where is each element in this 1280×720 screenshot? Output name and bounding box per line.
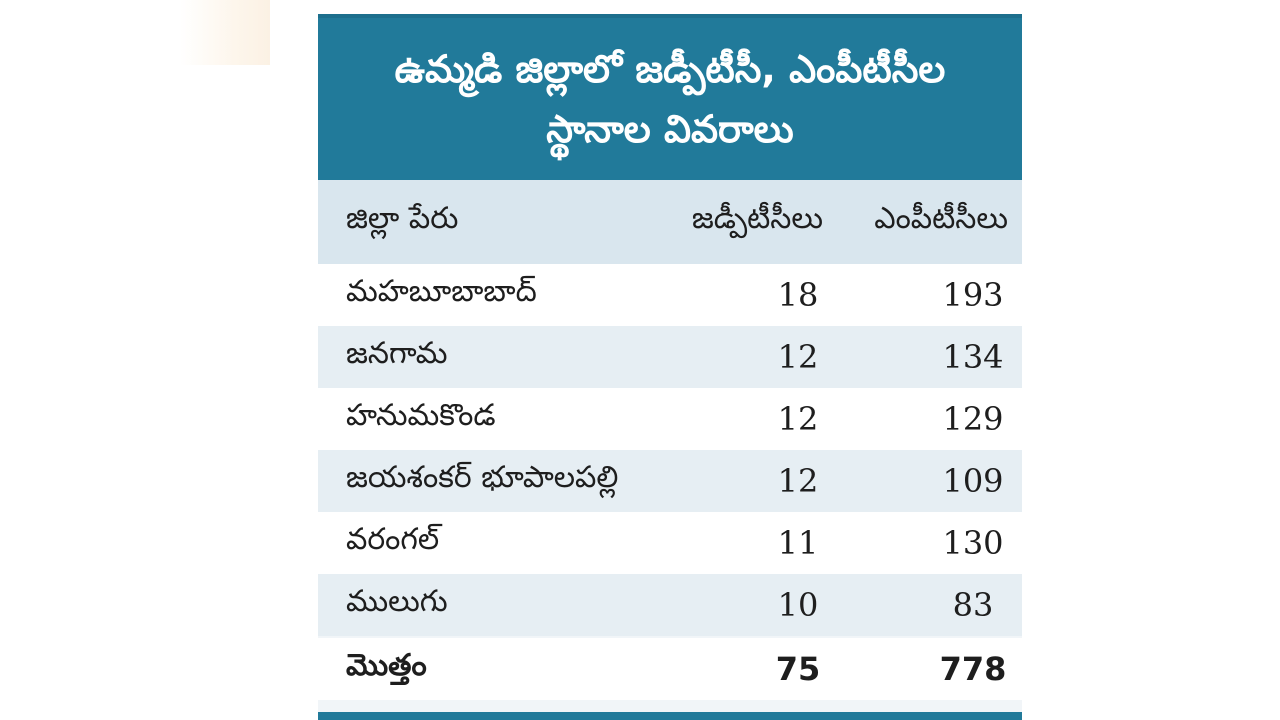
zptc-count: 12 xyxy=(777,400,819,438)
header-district: జిల్లా పేరు xyxy=(346,201,459,236)
zptc-count: 12 xyxy=(777,462,819,500)
table-title-line-1: ఉమ్మడి జిల్లాలో జడ్పీటీసీ, ఎంపీటీసీల xyxy=(394,47,946,91)
district-name: హనుమకొండ xyxy=(346,398,496,433)
total-mptc: 778 xyxy=(939,650,1007,688)
table-total-row: మొత్తం 75 778 xyxy=(318,638,1022,700)
zptc-count: 18 xyxy=(777,276,819,314)
mptc-count: 129 xyxy=(942,400,1004,438)
table-row: మహబూబాబాద్ 18 193 xyxy=(318,264,1022,326)
table-row: హనుమకొండ 12 129 xyxy=(318,388,1022,450)
mptc-count: 109 xyxy=(942,462,1004,500)
background-shade xyxy=(180,0,270,65)
district-name: జయశంకర్ భూపాలపల్లి xyxy=(346,460,619,495)
header-mptc: ఎంపీటీసీలు xyxy=(874,201,1008,236)
header-zptc: జడ్పీటీసీలు xyxy=(691,201,823,236)
zptc-count: 10 xyxy=(777,586,819,624)
district-name: మహబూబాబాద్ xyxy=(346,274,537,309)
total-label: మొత్తం xyxy=(346,648,427,683)
mptc-count: 193 xyxy=(942,276,1004,314)
total-zptc: 75 xyxy=(775,650,821,688)
table-bottom-border xyxy=(318,712,1022,720)
table-row: జయశంకర్ భూపాలపల్లి 12 109 xyxy=(318,450,1022,512)
table-row: జనగామ 12 134 xyxy=(318,326,1022,388)
mptc-count: 130 xyxy=(942,524,1004,562)
zptc-count: 11 xyxy=(777,524,819,562)
mptc-count: 83 xyxy=(952,586,994,624)
table-row: ములుగు 10 83 xyxy=(318,574,1022,636)
table-row: వరంగల్ 11 130 xyxy=(318,512,1022,574)
district-name: ములుగు xyxy=(346,584,448,619)
district-name: జనగామ xyxy=(346,336,448,371)
table-title-line-2: స్థానాల వివరాలు xyxy=(546,107,794,151)
table-title: ఉమ్మడి జిల్లాలో జడ్పీటీసీ, ఎంపీటీసీల స్థ… xyxy=(318,14,1022,180)
mptc-count: 134 xyxy=(942,338,1004,376)
district-seats-table-card: ఉమ్మడి జిల్లాలో జడ్పీటీసీ, ఎంపీటీసీల స్థ… xyxy=(318,14,1022,720)
zptc-count: 12 xyxy=(777,338,819,376)
table-header-row: జిల్లా పేరు జడ్పీటీసీలు ఎంపీటీసీలు xyxy=(318,180,1022,264)
district-name: వరంగల్ xyxy=(346,522,440,557)
